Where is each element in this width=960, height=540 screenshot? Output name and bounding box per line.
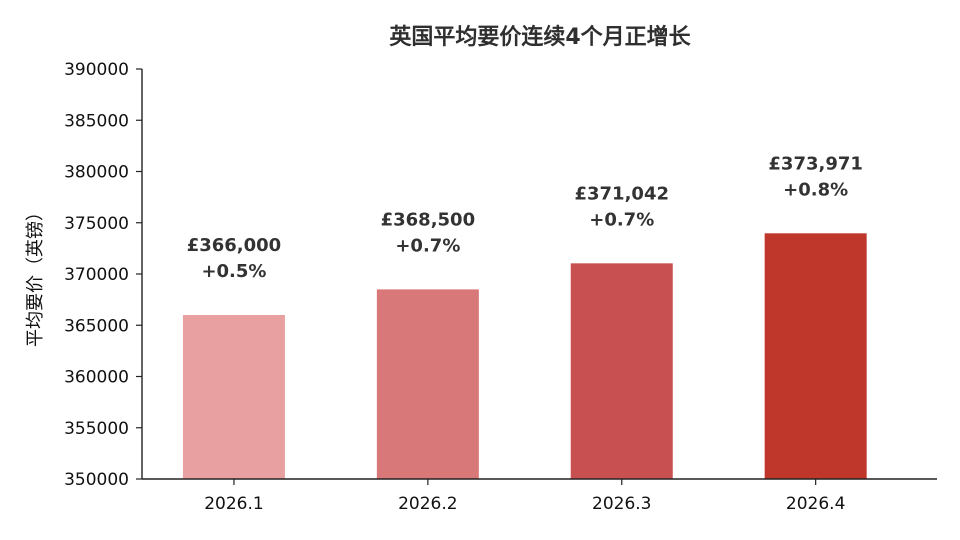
x-tick-label: 2026.1 (204, 494, 263, 514)
y-tick-label: 390000 (64, 60, 129, 80)
bar-value-label: £373,971 (768, 153, 863, 174)
x-axis: 2026.1 2026.2 2026.3 2026.4 (204, 479, 845, 514)
bar (764, 233, 867, 479)
bar (376, 289, 479, 479)
bar-change-label: +0.5% (201, 261, 266, 282)
x-tick-label: 2026.4 (786, 494, 845, 514)
x-tick-label: 2026.2 (398, 494, 457, 514)
y-tick-label: 350000 (64, 470, 129, 490)
y-tick-label: 365000 (64, 316, 129, 336)
bar (182, 315, 285, 479)
y-tick-label: 385000 (64, 111, 129, 131)
bar-value-label: £368,500 (381, 209, 476, 230)
y-axis-label: 平均要价（英镑） (25, 203, 46, 347)
chart-title: 英国平均要价连续4个月正增长 (389, 24, 691, 50)
y-axis: 350000 355000 360000 365000 370000 375000 3800… (64, 60, 142, 490)
bar-labels-group: £366,000 +0.5% £368,500 +0.7% £371,042 +0.7% £… (187, 153, 863, 282)
y-tick-label: 355000 (64, 419, 129, 439)
x-tick-label: 2026.3 (592, 494, 651, 514)
bar-change-label: +0.7% (589, 209, 654, 230)
bar-value-label: £366,000 (187, 235, 282, 256)
bar-change-label: +0.8% (783, 179, 848, 200)
y-tick-label: 370000 (64, 265, 129, 285)
bar (570, 263, 673, 479)
bar-change-label: +0.7% (395, 235, 460, 256)
y-tick-label: 360000 (64, 368, 129, 388)
y-tick-label: 375000 (64, 214, 129, 234)
y-tick-label: 380000 (64, 163, 129, 183)
bars-group (182, 233, 867, 479)
bar-value-label: £371,042 (574, 183, 669, 204)
